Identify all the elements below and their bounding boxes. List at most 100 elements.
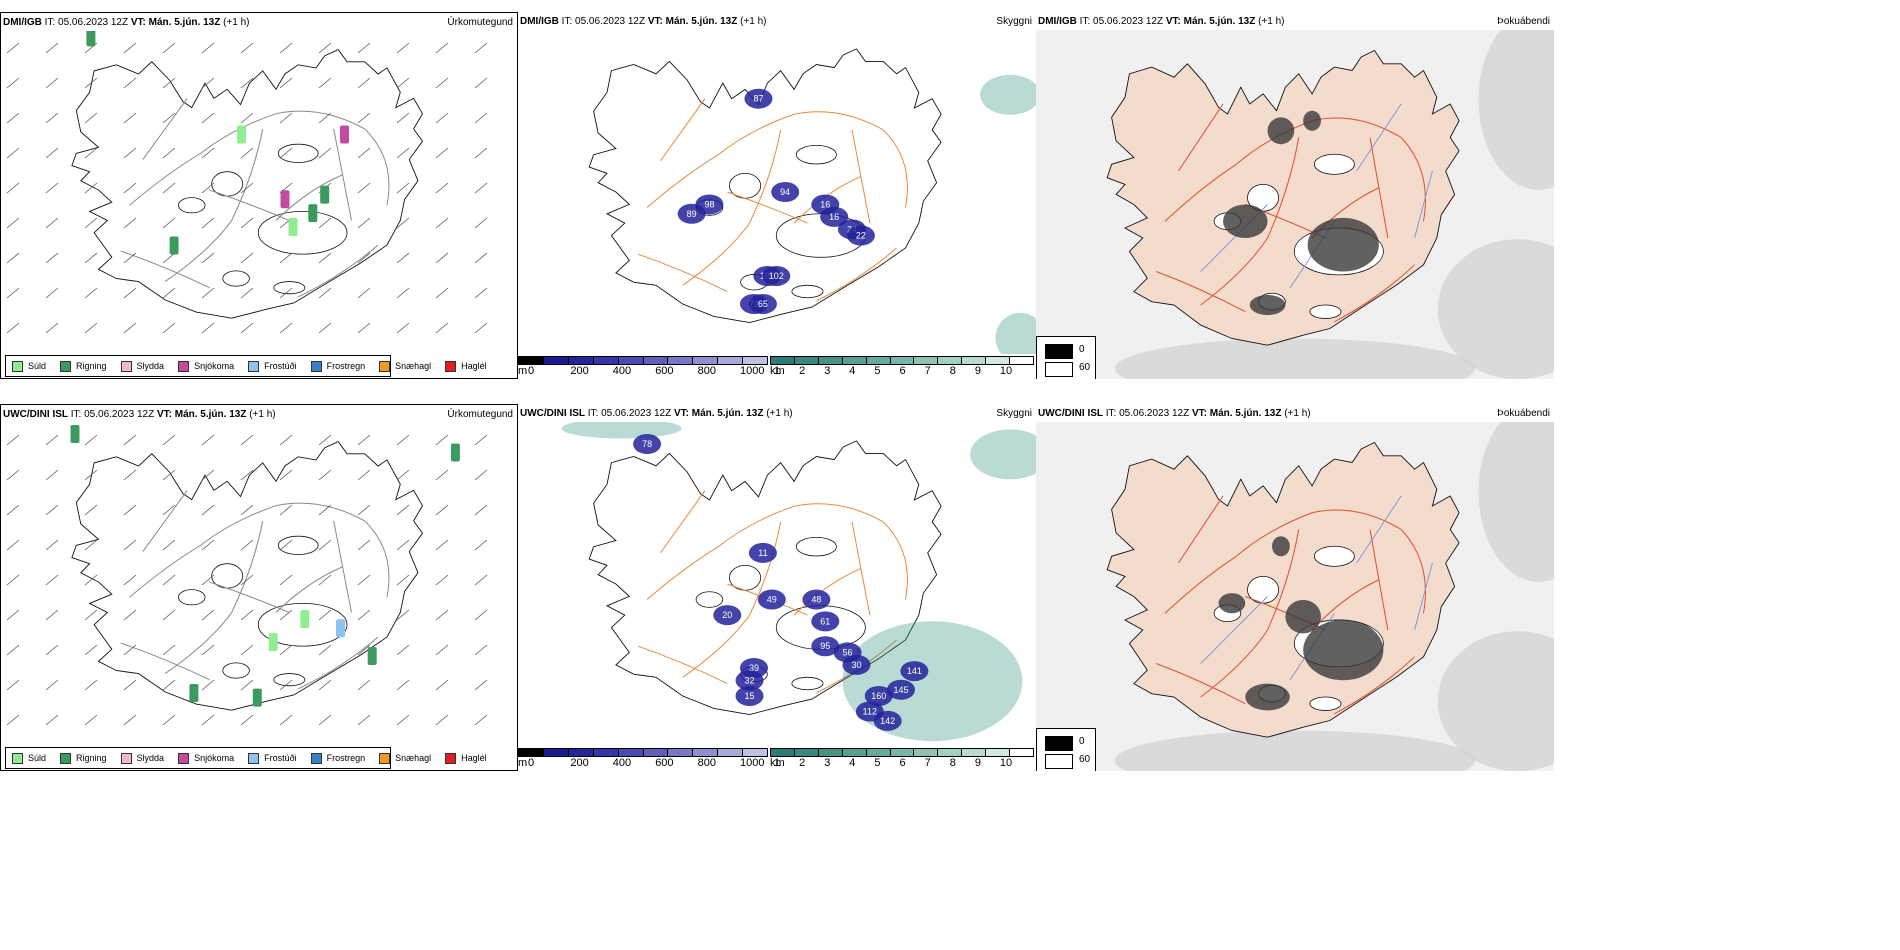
wind-barb [6,574,20,586]
wind-barb [474,217,488,229]
road-line [120,250,210,289]
wind-barb [162,679,176,691]
legend-swatch [60,752,72,764]
wind-barb [201,434,215,446]
wind-barb [396,504,410,516]
road-line [1164,163,1237,222]
colorbar-segment [771,749,795,756]
legend-label: Frostúði [264,361,297,371]
wind-barb [474,182,488,194]
wind-barb [45,609,59,621]
fog-patch [1285,599,1322,634]
visibility-value-label: 94 [780,187,790,197]
fog-legend-value: 60 [1079,362,1091,373]
lead-time: (+1 h) [249,409,276,420]
road-line [1178,103,1224,172]
vt-value: Mán. 5.jún. 13Z [174,409,247,420]
precip-cell [189,684,199,702]
map-fog-0[interactable] [1036,30,1554,379]
wind-barb [45,679,59,691]
wind-barb [318,609,332,621]
wind-barb [474,644,488,656]
wind-barb [162,252,176,264]
wind-barb [357,287,371,299]
legend-item: Frostregn [310,752,365,764]
wind-barb [6,42,20,54]
colorbar-segment [543,357,569,364]
wind-barb [123,42,137,54]
wind-barb [45,217,59,229]
visibility-blob [762,265,791,286]
river-line [1200,596,1268,664]
wind-barb [240,539,254,551]
road-line [718,113,795,156]
glacier-outline [1309,304,1342,319]
road-line [129,544,201,598]
road-line [200,505,277,546]
wind-barb [84,504,98,516]
visibility-value-label: 112 [863,707,877,717]
legend-item: Frostúði [248,360,297,372]
wind-barb [240,42,254,54]
fog-patch [1249,294,1286,316]
road-line [1311,509,1402,530]
precip-cell [320,185,330,204]
wind-barb [474,77,488,89]
wind-barb [396,287,410,299]
sea-fog-area [1437,239,1554,379]
glacier-outline [178,197,206,214]
visibility-scale-m: m 0 200 400 600 800 1000 [518,748,770,770]
wind-barb [318,42,332,54]
scale-tick-label: 600 [655,365,674,377]
fog-legend-value: 0 [1079,736,1085,747]
legend-item: Snæhagl [379,752,431,764]
visibility-blob [811,636,840,657]
glacier-outline [277,535,319,555]
wind-barb [279,252,293,264]
precip-cell [70,425,80,443]
wind-barb [123,217,137,229]
wind-barb [162,504,176,516]
legend-swatch [178,360,190,372]
legend-item: Slydda [120,360,164,372]
precip-panel-dmi: DMI/IGB IT: 05.06.2023 12Z VT: Mán. 5.jú… [0,12,518,379]
visibility-blob [735,670,764,691]
lead-time: (+1 h) [223,17,250,28]
wind-barb [318,147,332,159]
panel-title: Skyggni [996,16,1032,27]
colorbar-segment [568,357,594,364]
visibility-scale-km: km 1 2 3 4 5 6 7 8 9 10 [770,356,1036,378]
map-visibility-0[interactable]: 87949889161624221001027265 [518,30,1036,354]
vt-value: Mán. 5.jún. 13Z [1183,16,1256,27]
wind-barb [357,217,371,229]
wind-barb [162,147,176,159]
legend-swatch [248,752,260,764]
legend-item: Súld [12,752,46,764]
wind-barb [84,322,98,334]
panel-title: Þokuábendi [1497,16,1550,27]
map-fog-1[interactable] [1036,422,1554,771]
model-name: DMI/IGB [520,16,559,27]
wind-barb [162,574,176,586]
wind-barb [318,644,332,656]
wind-barb [123,322,137,334]
wind-barb [435,42,449,54]
scale-tick-label: 3 [824,365,831,377]
wind-barb [474,714,488,726]
map-precip-1[interactable] [1,423,517,741]
map-precip-0[interactable] [1,31,517,349]
road-line [1155,663,1246,705]
visibility-value-label: 56 [843,647,853,657]
wind-barb [162,434,176,446]
visibility-scale-km: km 1 2 3 4 5 6 7 8 9 10 [770,748,1036,770]
road-line [793,567,862,616]
road-line [297,244,379,298]
visibility-blob [677,203,706,224]
wind-barb [201,679,215,691]
visibility-blob [771,182,800,202]
wind-barb [435,77,449,89]
scale-tick-label: 10 [999,757,1013,769]
wind-barb [45,77,59,89]
wind-barb [240,77,254,89]
